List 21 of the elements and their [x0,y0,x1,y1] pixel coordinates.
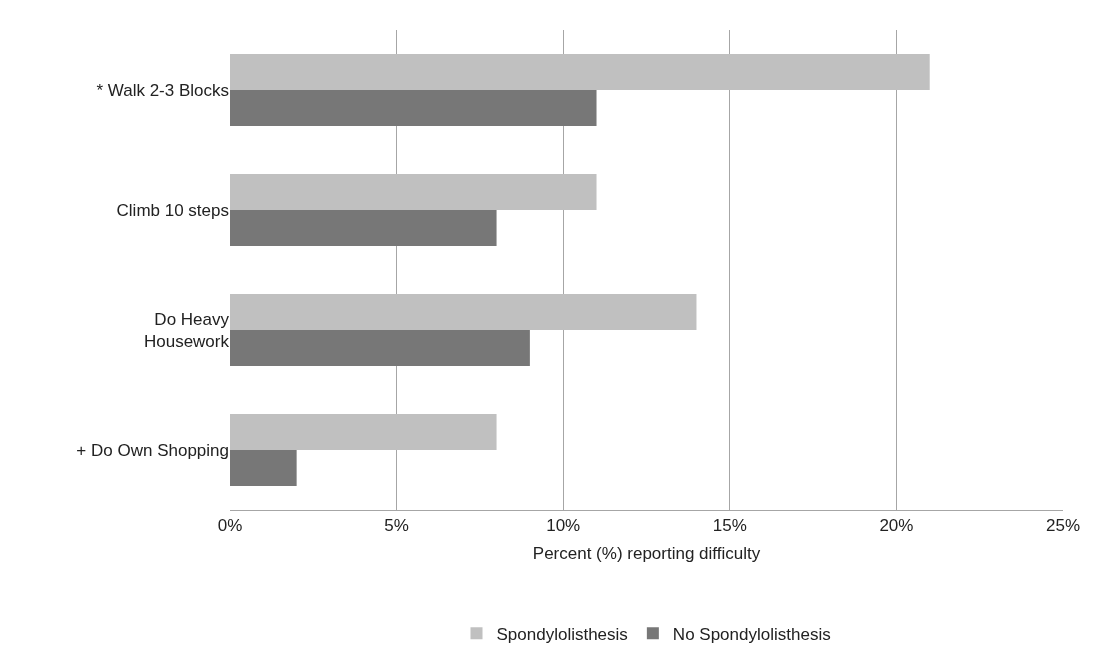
bar [230,450,297,486]
x-tick-label: 25% [1045,516,1081,536]
x-tick-label: 10% [546,516,581,536]
y-tick-label: Do Heavy Housework [143,309,230,351]
x-tick-label: 5% [384,516,409,536]
x-tick-label: 20% [879,516,914,536]
bar [230,174,597,210]
y-tick-label: + Do Own Shopping [76,440,229,460]
bar [230,210,497,246]
bar [230,90,597,126]
y-tick-label: * Walk 2-3 Blocks [96,80,229,100]
bar [230,330,530,366]
x-axis-title: Percent (%) reporting difficulty [532,543,761,563]
x-tick-label: 0% [217,516,243,536]
bar [230,414,497,450]
y-tick-label: Climb 10 steps [116,200,229,220]
bar [230,54,930,90]
bar [230,294,697,330]
x-tick-label: 15% [712,516,747,536]
legend-label: No Spondylolisthesis [672,624,831,644]
legend-label: Spondylolisthesis [496,624,628,644]
